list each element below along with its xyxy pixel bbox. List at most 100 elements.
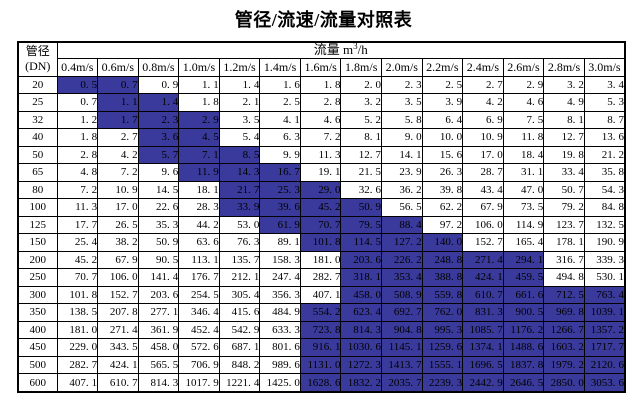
- value-cell-highlighted: 203. 6: [340, 250, 382, 270]
- decimal-point: .: [572, 306, 576, 319]
- value-cell: 181. 0: [299, 250, 342, 270]
- flow-unit-post: /h: [357, 42, 368, 58]
- decimal-point: .: [612, 166, 616, 179]
- value-cell: 158. 3: [259, 250, 301, 270]
- decimal-point: .: [532, 183, 535, 196]
- dn-cell: 65: [17, 163, 58, 182]
- decimal-point: .: [248, 183, 251, 196]
- value-cell: 542. 9: [218, 320, 261, 340]
- decimal-point: .: [207, 183, 211, 196]
- decimal-point: .: [491, 271, 495, 284]
- decimal-point: .: [288, 271, 292, 284]
- table-row-dn-200: 200 45. 2 67. 9 90. 5 113. 1 135. 7 158. 3 181. 0 203. 6…: [17, 250, 626, 270]
- value-cell: 346. 4: [178, 303, 220, 322]
- decimal-point: .: [410, 131, 414, 144]
- value-cell: 1. 1: [178, 75, 220, 95]
- decimal-point: .: [85, 218, 89, 231]
- decimal-point: .: [532, 236, 535, 249]
- dn-cell: 80: [17, 180, 58, 200]
- decimal-point: .: [572, 359, 576, 371]
- value-cell: 11. 3: [299, 145, 342, 165]
- value-cell: 2. 3: [381, 75, 423, 95]
- decimal-point: .: [369, 131, 373, 144]
- decimal-point: .: [248, 236, 251, 249]
- value-cell: 3. 5: [218, 110, 261, 130]
- decimal-point: .: [491, 218, 495, 231]
- value-cell: 178. 1: [543, 233, 585, 252]
- decimal-point: .: [532, 166, 535, 179]
- decimal-point: .: [410, 341, 414, 354]
- value-cell: 5. 3: [583, 93, 626, 112]
- decimal-point: .: [248, 131, 251, 144]
- value-cell-highlighted: 762. 0: [421, 303, 464, 322]
- value-cell: 123. 7: [543, 215, 585, 235]
- value-cell: 316. 7: [543, 250, 585, 270]
- dn-cell: 400: [17, 320, 58, 340]
- value-cell-highlighted: 0. 7: [97, 75, 139, 95]
- value-cell-highlighted: 1259. 6: [421, 338, 464, 357]
- decimal-point: .: [288, 148, 292, 161]
- decimal-point: .: [207, 131, 211, 144]
- value-cell-highlighted: 0. 5: [56, 75, 99, 95]
- decimal-point: .: [126, 253, 130, 266]
- value-cell-highlighted: 1837. 8: [502, 355, 545, 375]
- value-cell: 63. 6: [178, 233, 220, 252]
- value-cell: 7. 2: [97, 163, 139, 182]
- decimal-point: .: [207, 218, 211, 231]
- value-cell: 229. 0: [56, 338, 99, 357]
- value-cell-highlighted: 21. 7: [218, 180, 261, 200]
- decimal-point: .: [126, 376, 130, 389]
- decimal-point: .: [491, 78, 495, 91]
- decimal-point: .: [532, 271, 535, 284]
- flow-unit-pre: 流量 m: [313, 42, 354, 58]
- value-cell: 4. 8: [56, 163, 99, 182]
- value-cell-highlighted: 712. 5: [543, 285, 585, 305]
- velocity-header-0.8m/s: 0.8m/s: [137, 57, 180, 77]
- value-cell: 1. 8: [299, 75, 342, 95]
- value-cell: 141. 4: [137, 268, 180, 287]
- decimal-point: .: [288, 306, 292, 319]
- decimal-point: .: [532, 96, 535, 109]
- dn-cell: 200: [17, 250, 58, 270]
- value-cell: 21. 5: [340, 163, 382, 182]
- dn-cell: 125: [17, 215, 58, 235]
- decimal-point: .: [85, 288, 89, 301]
- table-row-dn-400: 400 181. 0 271. 4 361. 9 452. 4 542. 9 633. 3 723. 8 81…: [17, 320, 626, 340]
- dn-cell: 40: [17, 128, 58, 147]
- decimal-point: .: [85, 78, 89, 91]
- value-cell-highlighted: 1413. 7: [381, 355, 423, 375]
- dn-cell: 50: [17, 145, 58, 165]
- table-row-dn-350: 350 138. 5 207. 8 277. 1 346. 4 415. 6 484. 9 554. 2 62…: [17, 303, 626, 322]
- decimal-point: .: [288, 166, 292, 179]
- decimal-point: .: [491, 288, 495, 301]
- value-cell: 45. 2: [56, 250, 99, 270]
- decimal-point: .: [450, 359, 454, 371]
- value-cell: 90. 5: [137, 250, 180, 270]
- value-cell-highlighted: 508. 9: [381, 285, 423, 305]
- value-cell-highlighted: 248. 8: [421, 250, 464, 270]
- decimal-point: .: [126, 183, 130, 196]
- decimal-point: .: [166, 201, 170, 214]
- table-row-dn-500: 500 282. 7 424. 1 565. 5 706. 9 848. 2 989. 6 1131. 0 1…: [17, 355, 626, 375]
- decimal-point: .: [248, 253, 251, 266]
- value-cell: 305. 4: [218, 285, 261, 305]
- decimal-point: .: [329, 166, 332, 179]
- decimal-point: .: [126, 166, 130, 179]
- decimal-point: .: [248, 201, 251, 214]
- value-cell: 4. 6: [299, 110, 342, 130]
- decimal-point: .: [612, 96, 616, 109]
- value-cell: 2. 5: [259, 93, 301, 112]
- value-cell: 25. 4: [56, 233, 99, 252]
- value-cell: 97. 2: [421, 215, 464, 235]
- decimal-point: .: [572, 376, 576, 389]
- value-cell-highlighted: 226. 2: [381, 250, 423, 270]
- decimal-point: .: [85, 96, 89, 109]
- decimal-point: .: [207, 78, 211, 91]
- decimal-point: .: [329, 376, 332, 389]
- decimal-point: .: [612, 376, 616, 389]
- pipe-diameter-header-line2: (DN): [25, 59, 51, 74]
- decimal-point: .: [329, 306, 332, 319]
- value-cell-highlighted: 2035. 7: [381, 373, 423, 393]
- value-cell-highlighted: 29. 0: [299, 180, 342, 200]
- value-cell-highlighted: 2. 3: [137, 110, 180, 130]
